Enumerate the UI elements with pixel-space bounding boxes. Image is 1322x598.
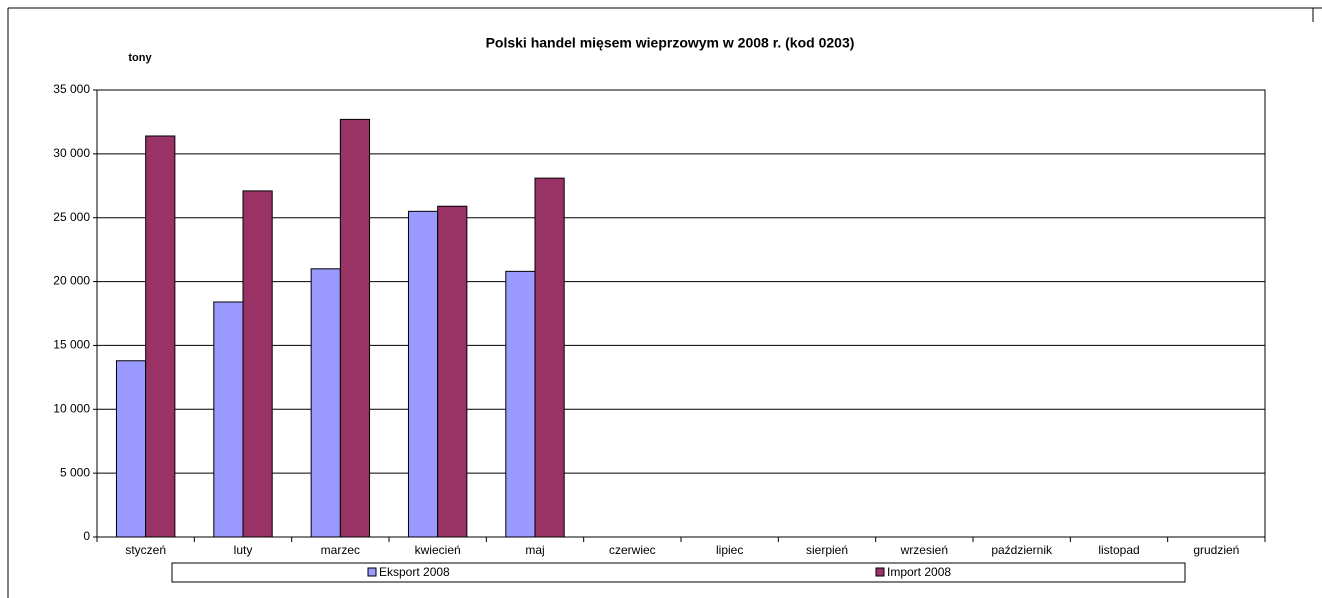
x-tick-label: listopad — [1098, 543, 1139, 557]
chart-title: Polski handel mięsem wieprzowym w 2008 r… — [486, 35, 855, 51]
bar — [407, 210, 439, 538]
x-tick-label: lipiec — [716, 543, 743, 557]
bar — [534, 177, 565, 538]
x-tick-label: styczeń — [125, 543, 166, 557]
x-tick-label: październik — [991, 543, 1053, 557]
bar — [310, 268, 341, 538]
y-tick-label: 20 000 — [53, 274, 90, 288]
x-tick-label: czerwiec — [609, 543, 656, 557]
legend-label: Import 2008 — [887, 565, 951, 579]
x-tick-label: grudzień — [1193, 543, 1239, 557]
x-tick-label: maj — [525, 543, 544, 557]
bar — [242, 190, 273, 538]
y-tick-label: 5 000 — [60, 465, 90, 479]
legend-box — [171, 562, 1186, 583]
y-tick-label: 0 — [83, 529, 90, 543]
y-tick-label: 25 000 — [53, 210, 90, 224]
bar — [505, 270, 536, 538]
bar — [213, 301, 244, 538]
x-tick-label: luty — [234, 543, 253, 557]
y-tick-label: 10 000 — [53, 401, 90, 415]
y-tick-label: 15 000 — [53, 338, 90, 352]
y-tick-label: 30 000 — [53, 146, 90, 160]
x-tick-label: kwiecień — [415, 543, 461, 557]
legend-swatch — [875, 567, 885, 577]
bar — [437, 205, 468, 538]
bar — [145, 135, 176, 538]
x-tick-label: sierpień — [806, 543, 848, 557]
legend-swatch — [367, 567, 377, 577]
x-tick-label: wrzesień — [900, 543, 948, 557]
x-tick-label: marzec — [321, 543, 360, 557]
legend-label: Eksport 2008 — [379, 565, 450, 579]
y-axis-label: tony — [128, 52, 152, 64]
bar — [339, 118, 371, 538]
y-tick-label: 35 000 — [53, 82, 90, 96]
bar — [115, 360, 147, 538]
